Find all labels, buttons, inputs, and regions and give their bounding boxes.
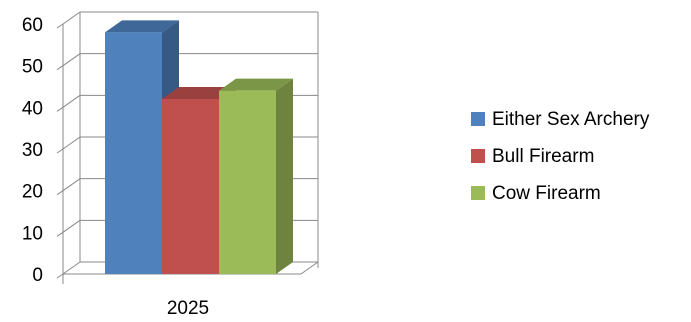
bar-side [276,78,293,275]
y-tick-label: 30 [22,140,43,161]
bar-top [162,87,236,99]
y-tick-mark [56,231,64,237]
gridline-side [62,178,81,192]
gridline-side [62,219,81,233]
gridline-side [62,136,81,150]
legend-label: Bull Firearm [492,146,594,167]
y-tick-label: 10 [22,223,43,244]
legend-swatch [471,149,485,163]
bars [105,20,293,275]
legend: Either Sex Archery Bull Firearm Cow Firear… [471,109,650,204]
bar-cow-firearm [219,78,293,275]
y-tick-mark [56,190,64,196]
legend-swatch [471,112,485,126]
y-tick-label: 50 [22,57,43,78]
bar-top [219,78,293,91]
bar [219,90,276,275]
gridline-side [62,11,81,25]
x-tick-label: 2025 [167,298,209,319]
gridline-side [62,261,81,275]
gridline-side [62,53,81,67]
x-axis-ticks: 2025 [167,298,209,319]
floor-right-edge [300,261,319,275]
bar [162,99,219,274]
legend-item: Bull Firearm [471,146,594,167]
gridline-side [62,94,81,108]
legend-item: Either Sex Archery [471,109,650,130]
legend-label: Either Sex Archery [492,109,650,130]
y-tick-mark [56,273,64,279]
legend-swatch [471,186,485,200]
y-axis-ticks: 0 10 20 30 40 50 60 [22,15,64,286]
legend-label: Cow Firearm [492,183,601,204]
legend-item: Cow Firearm [471,183,601,204]
y-tick-mark [56,106,64,112]
bar [105,32,162,275]
bar-top [105,20,179,33]
y-tick-label: 40 [22,98,43,119]
bar-either-sex-archery [105,20,179,275]
y-tick-mark [56,148,64,154]
y-tick-mark [56,65,64,71]
y-tick-label: 20 [22,182,43,203]
y-tick-label: 0 [32,265,43,286]
y-tick-label: 60 [22,15,43,36]
y-tick-mark [56,23,64,29]
